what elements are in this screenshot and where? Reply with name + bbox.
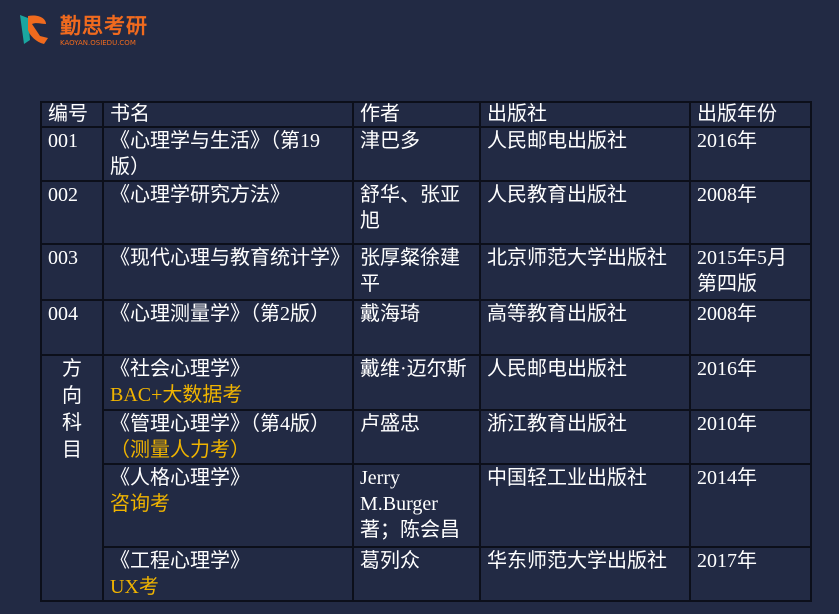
row-title: 《管理心理学》（第4版）（测量人力考） bbox=[102, 409, 354, 465]
header-id: 编号 bbox=[40, 101, 104, 128]
row-id: 002 bbox=[40, 180, 104, 245]
header-author: 作者 bbox=[352, 101, 481, 128]
row-year: 2010年 bbox=[689, 409, 812, 465]
row-title: 《社会心理学》 BAC+大数据考 bbox=[102, 354, 354, 411]
row-author: 张厚粲徐建平 bbox=[352, 243, 481, 301]
row-publisher: 浙江教育出版社 bbox=[479, 409, 691, 465]
row-title: 《心理学研究方法》 bbox=[102, 180, 354, 245]
header-year: 出版年份 bbox=[689, 101, 812, 128]
row-year: 2008年 bbox=[689, 180, 812, 245]
header-title: 书名 bbox=[102, 101, 354, 128]
table-row: 《人格心理学》 咨询考 Jerry M.Burger著；陈会昌 中国轻工业出版社 … bbox=[41, 463, 812, 548]
row-id: 004 bbox=[40, 299, 104, 356]
header-row: 编号 书名 作者 出版社 出版年份 bbox=[40, 101, 812, 128]
logo-mark-icon bbox=[20, 15, 48, 45]
table-row: 《管理心理学》（第4版）（测量人力考） 卢盛忠 浙江教育出版社 2010年 bbox=[41, 409, 812, 465]
header-publisher: 出版社 bbox=[479, 101, 691, 128]
table-row: 方向科目 《社会心理学》 BAC+大数据考 戴维·迈尔斯 人民邮电出版社 2016… bbox=[40, 354, 812, 602]
row-author: 戴海琦 bbox=[352, 299, 481, 356]
direction-label: 方向科目 bbox=[40, 354, 104, 602]
row-author: 津巴多 bbox=[352, 126, 481, 182]
row-author: Jerry M.Burger著；陈会昌 bbox=[352, 463, 481, 548]
row-title: 《现代心理与教育统计学》 bbox=[102, 243, 354, 301]
table-row: 001 《心理学与生活》（第19版） 津巴多 人民邮电出版社 2016年 bbox=[40, 126, 812, 182]
row-year: 2015年5月第四版 bbox=[689, 243, 812, 301]
row-year: 2014年 bbox=[689, 463, 812, 548]
table-row: 003 《现代心理与教育统计学》 张厚粲徐建平 北京师范大学出版社 2015年5… bbox=[40, 243, 812, 301]
table-row: 《工程心理学》 UX考 葛列众 华东师范大学出版社 2017年 bbox=[41, 546, 812, 602]
row-publisher: 人民教育出版社 bbox=[479, 180, 691, 245]
row-author: 葛列众 bbox=[352, 546, 481, 602]
row-author: 戴维·迈尔斯 bbox=[352, 354, 481, 411]
row-publisher: 中国轻工业出版社 bbox=[479, 463, 691, 548]
row-author: 舒华、张亚旭 bbox=[352, 180, 481, 245]
exam-note: （测量人力考） bbox=[110, 439, 250, 461]
row-publisher: 高等教育出版社 bbox=[479, 299, 691, 356]
row-year: 2017年 bbox=[689, 546, 812, 602]
row-title: 《心理测量学》（第2版） bbox=[102, 299, 354, 356]
table-row: 002 《心理学研究方法》 舒华、张亚旭 人民教育出版社 2008年 bbox=[40, 180, 812, 245]
row-publisher: 人民邮电出版社 bbox=[479, 354, 691, 411]
exam-note: UX考 bbox=[110, 576, 159, 598]
logo-name: 勤思考研 bbox=[60, 14, 148, 38]
row-title: 《人格心理学》 咨询考 bbox=[102, 463, 354, 548]
row-title: 《心理学与生活》（第19版） bbox=[102, 126, 354, 182]
row-title: 《工程心理学》 UX考 bbox=[102, 546, 354, 602]
table-row: 004 《心理测量学》（第2版） 戴海琦 高等教育出版社 2008年 bbox=[40, 299, 812, 356]
row-year: 2016年 bbox=[689, 126, 812, 182]
row-publisher: 北京师范大学出版社 bbox=[479, 243, 691, 301]
row-year: 2008年 bbox=[689, 299, 812, 356]
row-publisher: 人民邮电出版社 bbox=[479, 126, 691, 182]
logo: 勤思考研 KAOYAN.OSIEDU.COM bbox=[18, 10, 148, 50]
book-list-table: 编号 书名 作者 出版社 出版年份 001 《心理学与生活》（第19版） 津巴多… bbox=[40, 101, 812, 602]
row-id: 003 bbox=[40, 243, 104, 301]
exam-note: 咨询考 bbox=[110, 493, 170, 515]
logo-url: KAOYAN.OSIEDU.COM bbox=[60, 39, 136, 47]
row-id: 001 bbox=[40, 126, 104, 182]
row-author: 卢盛忠 bbox=[352, 409, 481, 465]
row-publisher: 华东师范大学出版社 bbox=[479, 546, 691, 602]
exam-note: BAC+大数据考 bbox=[110, 384, 243, 406]
row-year: 2016年 bbox=[689, 354, 812, 411]
